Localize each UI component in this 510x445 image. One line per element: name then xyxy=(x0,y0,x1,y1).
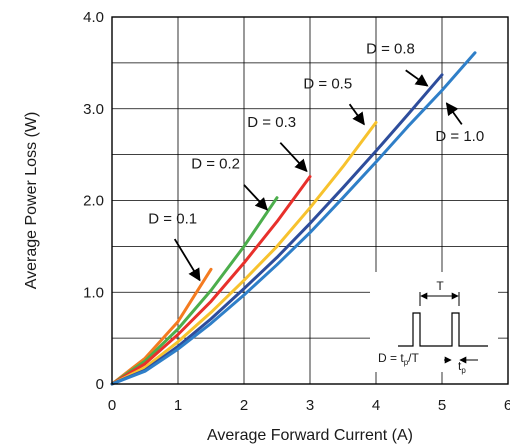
series-label-01: D = 0.1 xyxy=(148,210,197,227)
grid xyxy=(112,17,508,384)
y-tick-label: 1.0 xyxy=(83,284,104,301)
series-label-arrow xyxy=(405,69,429,87)
y-tick-label: 2.0 xyxy=(83,193,104,210)
series-line-08 xyxy=(110,73,444,386)
x-tick-label: 0 xyxy=(108,397,116,414)
series-label-08: D = 0.8 xyxy=(366,41,415,58)
series-label-arrow xyxy=(243,184,268,211)
pulse-width-label: tp xyxy=(458,359,466,375)
x-tick-label: 1 xyxy=(174,397,182,414)
series-label-10: D = 1.0 xyxy=(435,128,484,145)
duty-cycle-formula: D = tp/T xyxy=(378,351,419,367)
duty-cycle-inset: T D = tp/T tp xyxy=(370,272,498,375)
pulse-waveform xyxy=(398,312,488,347)
plot-frame xyxy=(111,16,509,385)
period-label: T xyxy=(436,279,444,293)
y-axis-title: Average Power Loss (W) xyxy=(23,112,40,290)
y-tick-label: 3.0 xyxy=(83,101,104,118)
series-label-02: D = 0.2 xyxy=(191,155,240,172)
series-label-arrow xyxy=(445,102,463,125)
series-line-02 xyxy=(110,196,279,386)
series-group xyxy=(110,51,477,386)
series-label-arrow xyxy=(279,142,308,173)
inset-background xyxy=(370,272,498,372)
x-tick-label: 6 xyxy=(504,397,510,414)
series-line-03 xyxy=(110,175,312,386)
x-tick-label: 3 xyxy=(306,397,314,414)
y-tick-label: 4.0 xyxy=(83,9,104,26)
x-tick-label: 5 xyxy=(438,397,446,414)
x-tick-label: 4 xyxy=(372,397,380,414)
x-axis-title: Average Forward Current (A) xyxy=(207,427,413,444)
x-tick-label: 2 xyxy=(240,397,248,414)
tick-labels: 0 1 2 3 4 5 6 0 1.0 2.0 3.0 4.0 xyxy=(83,9,510,414)
series-label-05: D = 0.5 xyxy=(303,76,352,93)
series-label-arrow xyxy=(173,238,201,282)
series-labels: D = 0.1 D = 0.2 D = 0.3 D = 0.5 D = 0.8 D = 1… xyxy=(148,41,484,282)
series-label-arrow xyxy=(348,103,365,126)
y-tick-label: 0 xyxy=(96,376,104,393)
series-label-03: D = 0.3 xyxy=(247,114,296,131)
series-line-05 xyxy=(110,121,378,386)
series-line-10 xyxy=(110,51,477,386)
